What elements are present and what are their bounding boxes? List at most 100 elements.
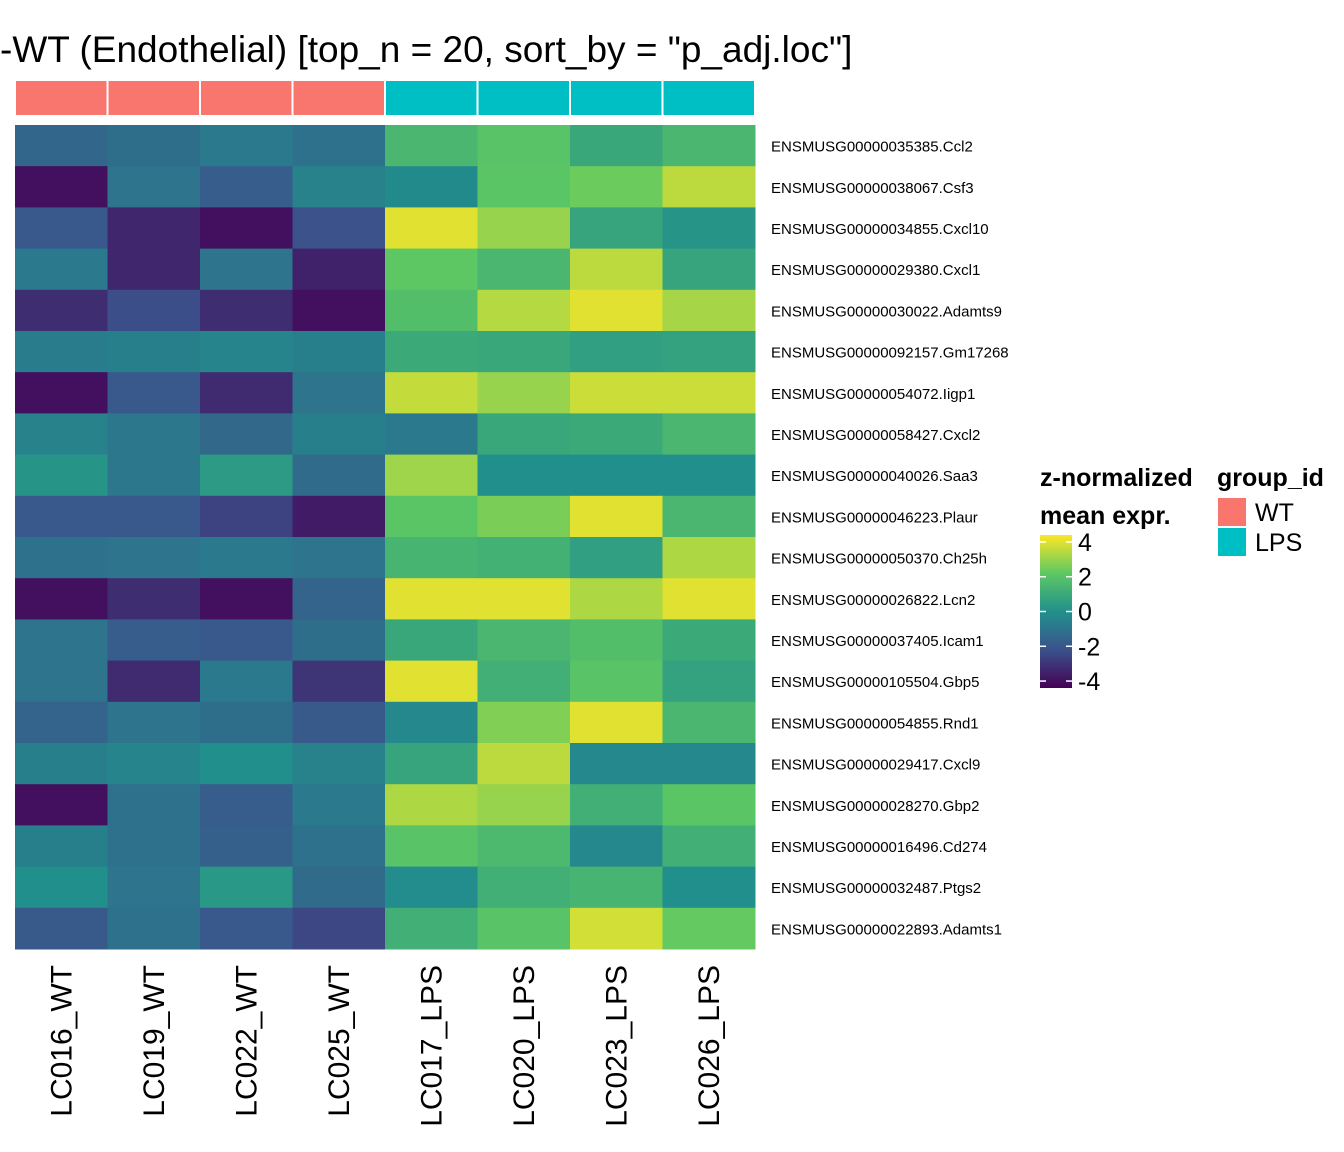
heatmap-cell [292, 166, 386, 208]
column-label: LC026_LPS [693, 965, 726, 1127]
heatmap-cell [385, 743, 478, 785]
group-legend-swatch [1218, 528, 1246, 556]
group-legend-label: LPS [1255, 529, 1302, 557]
column-label: LC023_LPS [600, 965, 633, 1127]
heatmap-cell [200, 866, 293, 909]
expression-legend: z-normalized mean expr. 4 2 0 -2 -4 [1040, 464, 1193, 696]
heatmap-cell [200, 907, 293, 950]
heatmap-cell [200, 537, 293, 579]
row-label: ENSMUSG00000046223.Plaur [771, 509, 978, 526]
colorbar-tick-label: 0 [1078, 599, 1092, 627]
heatmap-cell [107, 166, 201, 208]
heatmap-cell [107, 537, 201, 579]
heatmap-cell [15, 125, 108, 167]
heatmap-cell [15, 619, 108, 662]
heatmap-cell [570, 907, 663, 950]
group-annotation-cell [106, 79, 201, 117]
heatmap-cell [107, 825, 201, 868]
heatmap-cell [292, 743, 386, 785]
heatmap-cell [292, 413, 386, 456]
heatmap-cell [662, 166, 756, 208]
heatmap-cell [200, 331, 293, 373]
row-label: ENSMUSG00000105504.Gbp5 [771, 674, 979, 691]
heatmap-cell [200, 454, 293, 497]
group-legend-label: WT [1255, 499, 1294, 527]
row-label: ENSMUSG00000029417.Cxcl9 [771, 757, 980, 774]
heatmap-cell [662, 413, 756, 456]
heatmap-cell [477, 619, 571, 662]
colorbar-tick-label: -2 [1078, 633, 1100, 661]
heatmap-cell [292, 372, 386, 414]
heatmap-cell [15, 866, 108, 909]
heatmap-cell [15, 495, 108, 538]
heatmap-cell [15, 207, 108, 250]
heatmap-cell [477, 248, 571, 291]
heatmap-cell [385, 495, 478, 538]
heatmap-cell [200, 701, 293, 744]
heatmap-cell [107, 207, 201, 250]
heatmap-cell [292, 454, 386, 497]
chart-title: -WT (Endothelial) [top_n = 20, sort_by =… [0, 29, 852, 70]
heatmap-cell [385, 125, 478, 167]
heatmap-cell [662, 701, 756, 744]
row-labels: ENSMUSG00000035385.Ccl2 ENSMUSG0000003806… [771, 139, 1009, 939]
row-label: ENSMUSG00000030022.Adamts9 [771, 303, 1002, 320]
expression-legend-title-line2: mean expr. [1040, 502, 1171, 530]
heatmap-cell [200, 248, 293, 291]
heatmap-cell [200, 495, 293, 538]
heatmap-cell [385, 619, 478, 662]
heatmap-cell [477, 578, 571, 620]
heatmap-cell [15, 413, 108, 456]
heatmap-cell [292, 495, 386, 538]
heatmap-cells [15, 125, 756, 950]
heatmap-cell [477, 413, 571, 456]
heatmap-cell [200, 289, 293, 332]
heatmap-cell [292, 701, 386, 744]
row-label: ENSMUSG00000022893.Adamts1 [771, 921, 1002, 938]
group-annotation-cell [569, 79, 664, 117]
heatmap-cell [292, 289, 386, 332]
heatmap-cell [292, 248, 386, 291]
heatmap-cell [570, 125, 663, 167]
heatmap-cell [15, 454, 108, 497]
heatmap-cell [477, 701, 571, 744]
row-label: ENSMUSG00000092157.Gm17268 [771, 345, 1009, 362]
row-label: ENSMUSG00000029380.Cxcl1 [771, 262, 980, 279]
heatmap-cell [570, 454, 663, 497]
heatmap-cell [107, 660, 201, 703]
heatmap-cell [662, 372, 756, 414]
heatmap-cell [385, 537, 478, 579]
expression-legend-ticks: 4 2 0 -2 -4 [1040, 529, 1100, 696]
heatmap-cell [200, 125, 293, 167]
heatmap-cell [292, 578, 386, 620]
heatmap-cell [570, 207, 663, 250]
heatmap-cell [200, 784, 293, 826]
heatmap-cell [200, 207, 293, 250]
heatmap-cell [107, 495, 201, 538]
heatmap-cell [662, 784, 756, 826]
heatmap-cell [107, 125, 201, 167]
heatmap-cell [107, 784, 201, 826]
heatmap-cell [107, 578, 201, 620]
heatmap-cell [107, 701, 201, 744]
heatmap-cell [570, 619, 663, 662]
colorbar-tick-label: 4 [1078, 529, 1092, 557]
heatmap-cell [107, 907, 201, 950]
group-legend-swatch [1218, 498, 1246, 526]
heatmap-cell [385, 701, 478, 744]
heatmap-cell [662, 495, 756, 538]
heatmap-cell [477, 495, 571, 538]
row-label: ENSMUSG00000034855.Cxcl10 [771, 221, 989, 238]
heatmap-cell [570, 495, 663, 538]
heatmap-cell [292, 207, 386, 250]
heatmap-cell [662, 289, 756, 332]
heatmap-cell [570, 825, 663, 868]
heatmap-cell [570, 537, 663, 579]
expression-legend-title-line1: z-normalized [1040, 464, 1193, 492]
column-label: LC019_WT [138, 965, 171, 1117]
heatmap-cell [385, 413, 478, 456]
heatmap-cell [662, 907, 756, 950]
group-annotation-cell [661, 79, 756, 117]
column-label: LC017_LPS [415, 965, 448, 1127]
